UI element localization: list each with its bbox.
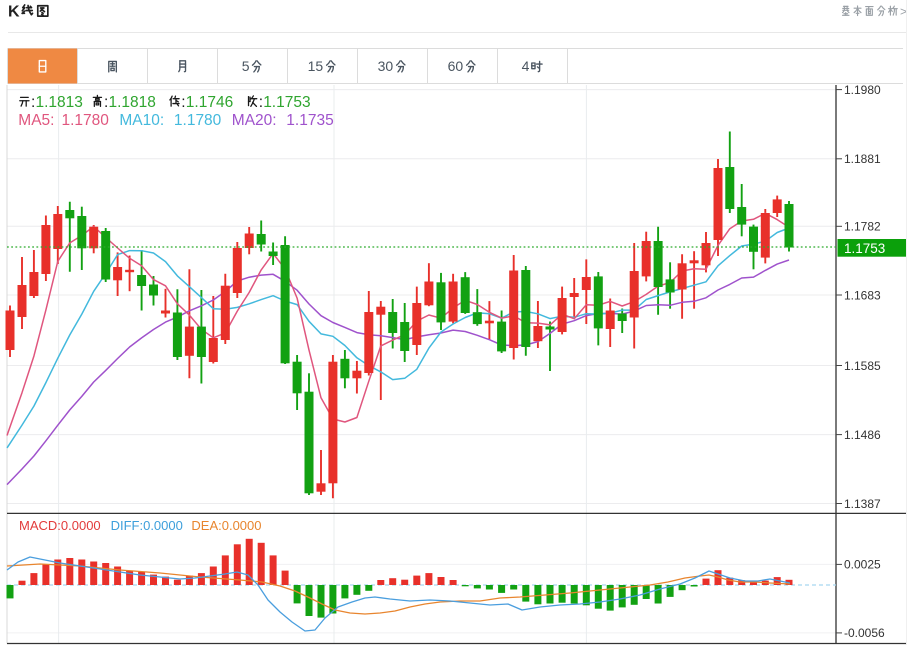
svg-text:60: 60 (448, 58, 464, 74)
svg-text:1.1486: 1.1486 (844, 428, 881, 442)
svg-text:-0.0056: -0.0056 (844, 626, 885, 640)
svg-text:1.1585: 1.1585 (844, 359, 881, 373)
svg-text:K: K (8, 4, 20, 21)
svg-text:5: 5 (242, 58, 250, 74)
svg-text:DEA:0.0000: DEA:0.0000 (191, 518, 261, 533)
svg-text::: : (181, 94, 185, 111)
svg-text:1.1980: 1.1980 (844, 83, 881, 97)
svg-text:4: 4 (522, 58, 530, 74)
svg-text:1.1683: 1.1683 (844, 288, 881, 302)
svg-text:1.1881: 1.1881 (844, 152, 881, 166)
svg-text:MA10:: MA10: (119, 112, 164, 129)
svg-text:1.1746: 1.1746 (186, 94, 233, 111)
svg-text:1.1818: 1.1818 (109, 94, 156, 111)
svg-text::: : (259, 94, 263, 111)
svg-text:DIFF:0.0000: DIFF:0.0000 (111, 518, 183, 533)
svg-text:1.1782: 1.1782 (844, 220, 881, 234)
svg-text:1.1813: 1.1813 (36, 94, 83, 111)
svg-text:1.1780: 1.1780 (174, 112, 222, 129)
svg-text:1.1780: 1.1780 (62, 112, 110, 129)
svg-text:1.1753: 1.1753 (844, 241, 885, 256)
svg-text:1.1387: 1.1387 (844, 497, 881, 511)
svg-text:15: 15 (308, 58, 324, 74)
svg-text:>: > (900, 5, 907, 19)
svg-text:1.1735: 1.1735 (286, 112, 333, 129)
svg-text:0.0025: 0.0025 (844, 558, 881, 572)
svg-text::: : (31, 94, 35, 111)
svg-text:MACD:0.0000: MACD:0.0000 (19, 518, 101, 533)
svg-text:1.1753: 1.1753 (263, 94, 310, 111)
svg-text:MA5:: MA5: (18, 112, 54, 129)
svg-text::: : (104, 94, 108, 111)
svg-text:30: 30 (378, 58, 394, 74)
svg-text:MA20:: MA20: (232, 112, 277, 129)
